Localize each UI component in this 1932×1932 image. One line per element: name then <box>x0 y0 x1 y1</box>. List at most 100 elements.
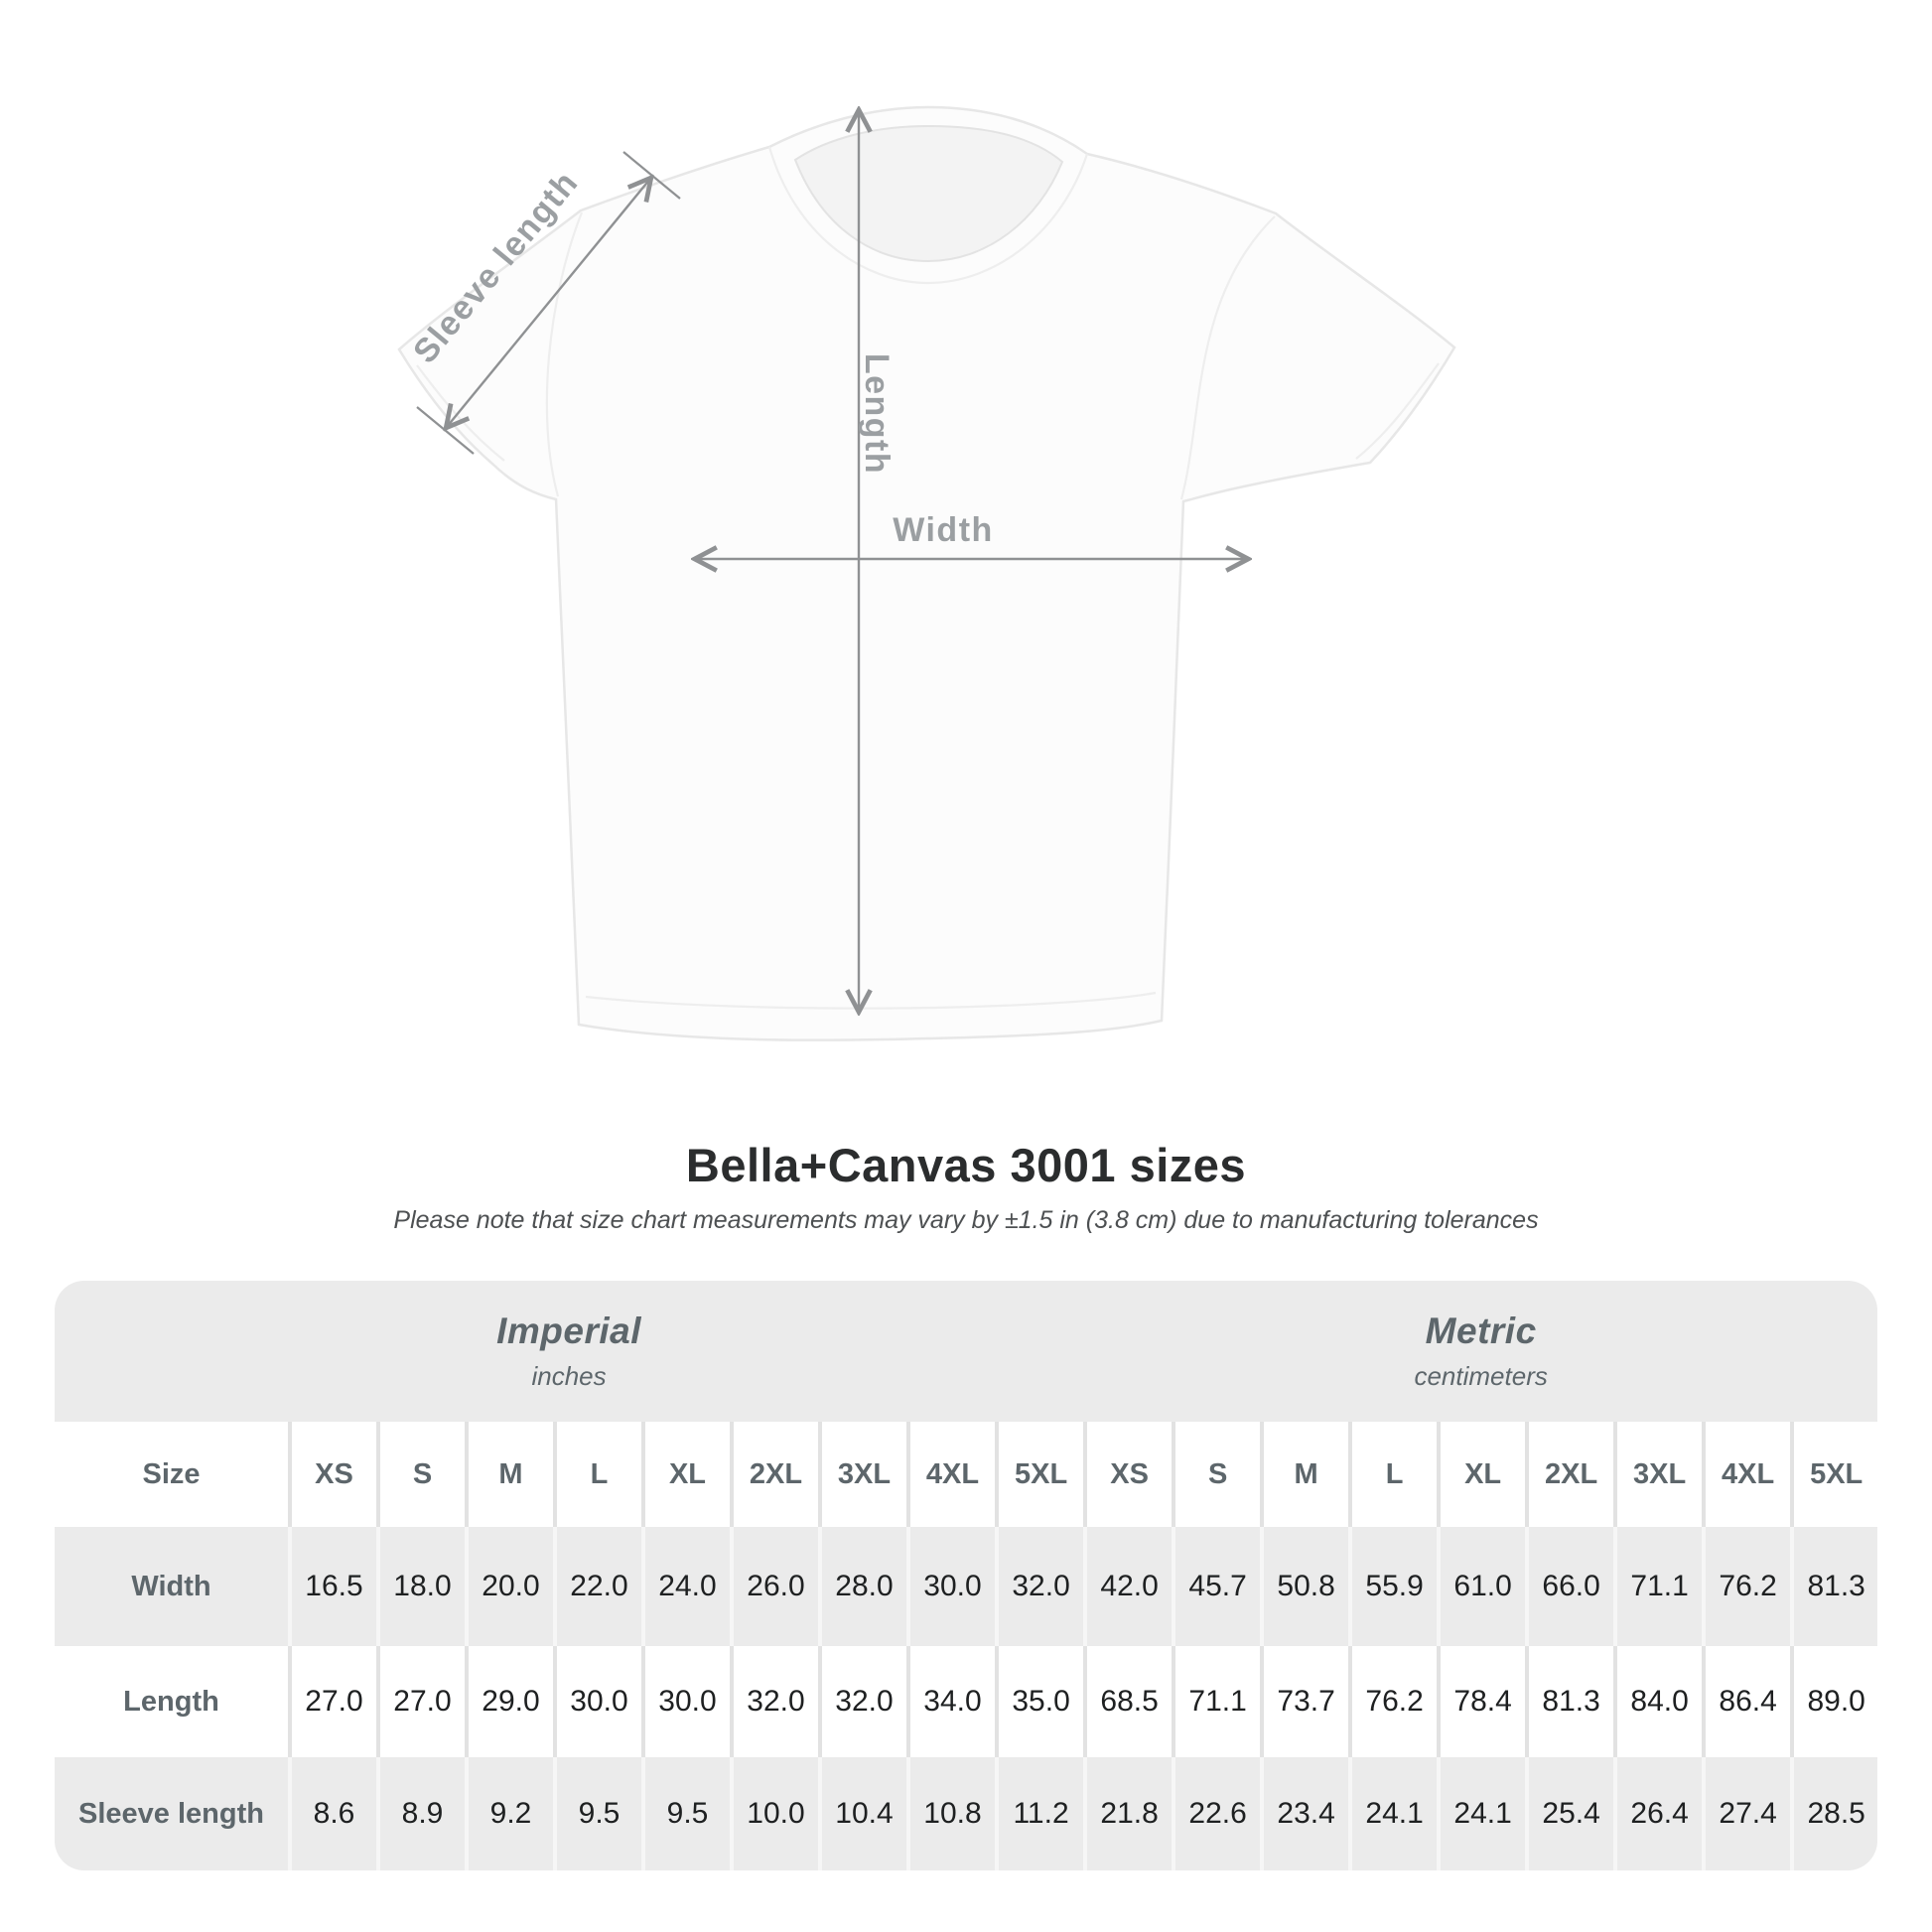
size-table: Imperial inches Metric centimeters Size … <box>55 1281 1877 1870</box>
width-value: 18.0 <box>376 1527 465 1646</box>
length-value: 81.3 <box>1525 1646 1614 1757</box>
size-header-row: Size XS S M L XL 2XL 3XL 4XL 5XL XS S M … <box>55 1422 1877 1527</box>
sleeve-value: 9.5 <box>641 1757 730 1870</box>
size-col-header: 4XL <box>1702 1422 1791 1527</box>
size-col-header: L <box>1348 1422 1438 1527</box>
t-shirt-illustration <box>397 105 1456 1041</box>
collar-outer-seam <box>767 146 1089 285</box>
width-value: 55.9 <box>1348 1527 1438 1646</box>
metric-band-unit: centimeters <box>1414 1361 1548 1391</box>
width-value: 71.1 <box>1613 1527 1703 1646</box>
length-label: Length <box>858 353 896 475</box>
length-value: 30.0 <box>553 1646 641 1757</box>
sleeve-value: 10.0 <box>730 1757 818 1870</box>
size-col-header: 3XL <box>818 1422 906 1527</box>
size-col-header: 4XL <box>906 1422 995 1527</box>
sleeve-value: 8.9 <box>376 1757 465 1870</box>
width-value: 26.0 <box>730 1527 818 1646</box>
length-value: 34.0 <box>906 1646 995 1757</box>
size-table-container: Imperial inches Metric centimeters Size … <box>55 1281 1877 1870</box>
length-value: 78.4 <box>1437 1646 1526 1757</box>
width-value: 66.0 <box>1525 1527 1614 1646</box>
sleeve-row-label: Sleeve length <box>55 1757 288 1870</box>
width-value: 45.7 <box>1172 1527 1261 1646</box>
width-value: 61.0 <box>1437 1527 1526 1646</box>
size-col-header: M <box>1260 1422 1349 1527</box>
length-value: 76.2 <box>1348 1646 1438 1757</box>
size-col-header: L <box>553 1422 641 1527</box>
sleeve-value: 27.4 <box>1702 1757 1791 1870</box>
sleeve-value: 23.4 <box>1260 1757 1349 1870</box>
width-value: 24.0 <box>641 1527 730 1646</box>
sleeve-value: 24.1 <box>1348 1757 1438 1870</box>
size-col-header: S <box>376 1422 465 1527</box>
right-cuff-seam <box>1355 362 1440 460</box>
sleeve-value: 24.1 <box>1437 1757 1526 1870</box>
sleeve-value: 9.2 <box>465 1757 553 1870</box>
length-value: 32.0 <box>818 1646 906 1757</box>
length-value: 27.0 <box>288 1646 376 1757</box>
size-col-header: 3XL <box>1613 1422 1703 1527</box>
page-title: Bella+Canvas 3001 sizes <box>685 1139 1247 1191</box>
size-col-header: S <box>1172 1422 1261 1527</box>
length-value: 68.5 <box>1083 1646 1173 1757</box>
width-value: 16.5 <box>288 1527 376 1646</box>
length-value: 73.7 <box>1260 1646 1349 1757</box>
width-value: 22.0 <box>553 1527 641 1646</box>
t-shirt-body <box>397 105 1456 1041</box>
sleeve-value: 22.6 <box>1172 1757 1261 1870</box>
size-col-header: M <box>465 1422 553 1527</box>
hem-stitch <box>585 991 1157 1010</box>
length-row-label: Length <box>55 1646 288 1757</box>
sleeve-value: 21.8 <box>1083 1757 1173 1870</box>
size-col-header: XL <box>1437 1422 1526 1527</box>
sleeve-value: 28.5 <box>1790 1757 1877 1870</box>
size-col-header: XL <box>641 1422 730 1527</box>
sleeve-value: 26.4 <box>1613 1757 1703 1870</box>
length-value: 71.1 <box>1172 1646 1261 1757</box>
width-value: 28.0 <box>818 1527 906 1646</box>
width-value: 81.3 <box>1790 1527 1877 1646</box>
width-value: 20.0 <box>465 1527 553 1646</box>
length-value: 30.0 <box>641 1646 730 1757</box>
length-value: 89.0 <box>1790 1646 1877 1757</box>
size-col-header: XS <box>288 1422 376 1527</box>
sleeve-value: 25.4 <box>1525 1757 1614 1870</box>
size-col-header: 2XL <box>730 1422 818 1527</box>
sleeve-value: 10.8 <box>906 1757 995 1870</box>
imperial-band: Imperial inches <box>55 1281 1084 1422</box>
size-col-header: 5XL <box>995 1422 1084 1527</box>
size-col-header: 2XL <box>1525 1422 1614 1527</box>
length-value: 86.4 <box>1702 1646 1791 1757</box>
sleeve-value: 11.2 <box>995 1757 1084 1870</box>
width-label: Width <box>893 511 994 549</box>
width-value: 42.0 <box>1083 1527 1173 1646</box>
length-value: 27.0 <box>376 1646 465 1757</box>
imperial-band-unit: inches <box>531 1361 607 1391</box>
t-shirt-diagram: Sleeve length Length Width <box>397 105 1456 1041</box>
width-value: 32.0 <box>995 1527 1084 1646</box>
length-row: Length 27.0 27.0 29.0 30.0 30.0 32.0 32.… <box>55 1646 1877 1757</box>
unit-band-row: Imperial inches Metric centimeters <box>55 1281 1877 1422</box>
sleeve-value: 10.4 <box>818 1757 906 1870</box>
metric-band-title: Metric <box>1425 1311 1537 1351</box>
length-value: 32.0 <box>730 1646 818 1757</box>
size-header: Size <box>55 1422 288 1527</box>
width-dimension: Width <box>696 511 1247 559</box>
title-block: Bella+Canvas 3001 sizes Please note that… <box>0 1138 1932 1235</box>
page-subtitle: Please note that size chart measurements… <box>393 1206 1539 1234</box>
length-value: 84.0 <box>1613 1646 1703 1757</box>
sleeve-value: 8.6 <box>288 1757 376 1870</box>
right-armhole-seam <box>1179 215 1276 500</box>
width-row-label: Width <box>55 1527 288 1646</box>
width-value: 30.0 <box>906 1527 995 1646</box>
width-row: Width 16.5 18.0 20.0 22.0 24.0 26.0 28.0… <box>55 1527 1877 1646</box>
sleeve-length-arrow <box>447 179 650 427</box>
size-col-header: 5XL <box>1790 1422 1877 1527</box>
width-value: 50.8 <box>1260 1527 1349 1646</box>
length-value: 29.0 <box>465 1646 553 1757</box>
sleeve-value: 9.5 <box>553 1757 641 1870</box>
width-value: 76.2 <box>1702 1527 1791 1646</box>
imperial-band-title: Imperial <box>496 1311 642 1351</box>
